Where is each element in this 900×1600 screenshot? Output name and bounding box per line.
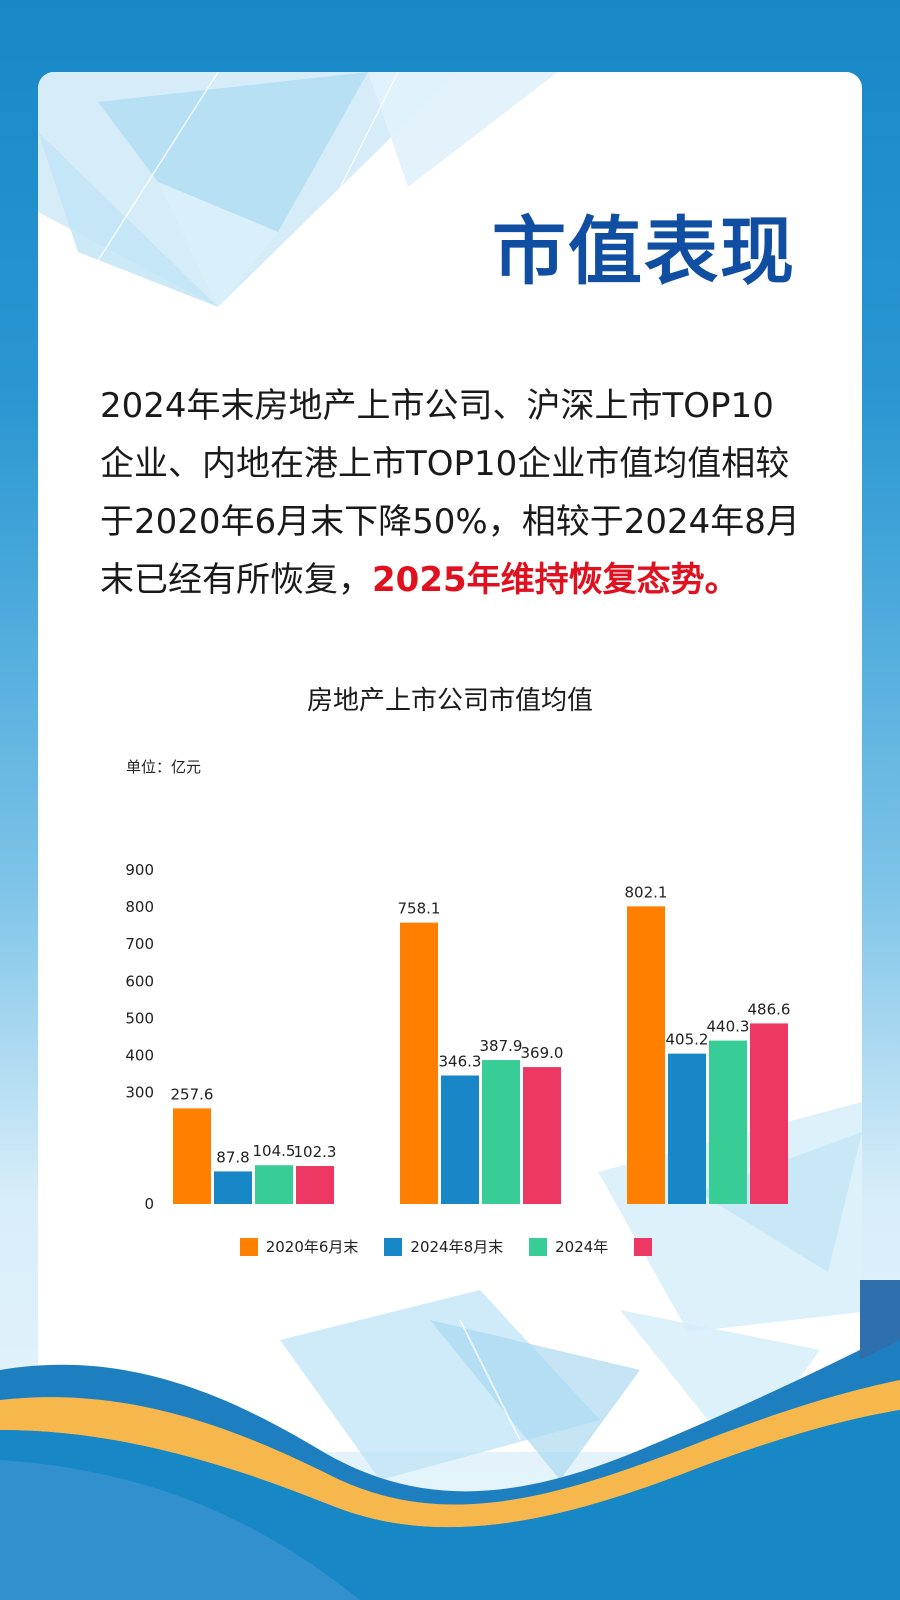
bar bbox=[627, 906, 665, 1204]
bar bbox=[441, 1075, 479, 1204]
y-tick-label: 600 bbox=[125, 972, 154, 990]
bar-value-label: 758.1 bbox=[398, 900, 441, 918]
y-tick-label: 700 bbox=[125, 935, 154, 953]
bar-value-label: 486.6 bbox=[748, 1000, 791, 1018]
bar bbox=[709, 1040, 747, 1204]
bar-value-label: 104.5 bbox=[253, 1142, 296, 1160]
bar bbox=[482, 1060, 520, 1204]
bar-value-label: 440.3 bbox=[707, 1018, 750, 1036]
bar bbox=[668, 1053, 706, 1204]
bar bbox=[750, 1023, 788, 1204]
bar bbox=[296, 1166, 334, 1204]
bar-value-label: 346.3 bbox=[439, 1052, 482, 1070]
legend-label: 2024年8月末 bbox=[410, 1238, 504, 1256]
legend-item[interactable]: 2024年8月末 bbox=[384, 1236, 503, 1257]
summary-paragraph: 2024年末房地产上市公司、沪深上市TOP10企业、内地在港上市TOP10企业市… bbox=[100, 377, 800, 609]
bar bbox=[214, 1171, 252, 1204]
bar bbox=[255, 1165, 293, 1204]
legend-item[interactable]: 2020年6月末 bbox=[239, 1236, 359, 1257]
summary-highlight: 2025年维持恢复态势。 bbox=[372, 560, 739, 600]
bar bbox=[173, 1108, 211, 1204]
chart-title: 房地产上市公司市值均值 bbox=[306, 686, 593, 716]
legend-item[interactable] bbox=[634, 1236, 660, 1257]
bar-value-label: 405.2 bbox=[666, 1031, 709, 1049]
bar-value-label: 257.6 bbox=[171, 1085, 214, 1103]
bar-chart: 单位：亿元 900 800 700 600 500 400 300 0 257.6 758.1 8… bbox=[125, 758, 791, 1213]
legend-swatch bbox=[634, 1237, 653, 1256]
page-title: 市值表现 bbox=[492, 209, 796, 295]
bar-value-label: 369.0 bbox=[521, 1044, 564, 1062]
bar-value-label: 87.8 bbox=[216, 1148, 249, 1166]
bar bbox=[523, 1067, 561, 1204]
legend-swatch bbox=[239, 1237, 258, 1256]
y-tick-label: 300 bbox=[125, 1084, 154, 1102]
legend-swatch bbox=[384, 1237, 403, 1256]
chart-legend: 2020年6月末 2024年8月末 2024年 bbox=[38, 1236, 862, 1257]
summary-text: 2024年末房地产上市公司、沪深上市TOP10企业、内地在港上市TOP10企业市… bbox=[100, 386, 800, 600]
y-tick-label: 800 bbox=[125, 898, 154, 916]
bottom-wave-decoration bbox=[0, 1280, 900, 1600]
legend-swatch bbox=[529, 1237, 548, 1256]
bar-value-label: 802.1 bbox=[625, 883, 668, 901]
bar-value-label: 387.9 bbox=[480, 1037, 523, 1055]
legend-label: 2024年 bbox=[555, 1238, 609, 1256]
legend-item[interactable]: 2024年 bbox=[529, 1236, 608, 1257]
y-tick-label: 400 bbox=[125, 1047, 154, 1065]
bars-group bbox=[173, 906, 788, 1204]
legend-label: 2020年6月末 bbox=[265, 1238, 359, 1256]
top-geometric-decoration bbox=[38, 72, 558, 307]
unit-label: 单位：亿元 bbox=[126, 758, 201, 776]
content-card: 市值表现 2024年末房地产上市公司、沪深上市TOP10企业、内地在港上市TOP… bbox=[38, 72, 862, 1452]
y-tick-label: 900 bbox=[125, 861, 154, 879]
y-axis-ticks: 900 800 700 600 500 400 300 0 bbox=[125, 861, 154, 1213]
y-tick-label: 500 bbox=[125, 1009, 154, 1027]
y-tick-label: 0 bbox=[144, 1195, 154, 1213]
value-labels-group: 257.6 758.1 802.1 87.8 346.3 405.2 104.5 387.9 4… bbox=[171, 883, 791, 1166]
bar bbox=[400, 922, 438, 1204]
bar-value-label: 102.3 bbox=[294, 1143, 337, 1161]
